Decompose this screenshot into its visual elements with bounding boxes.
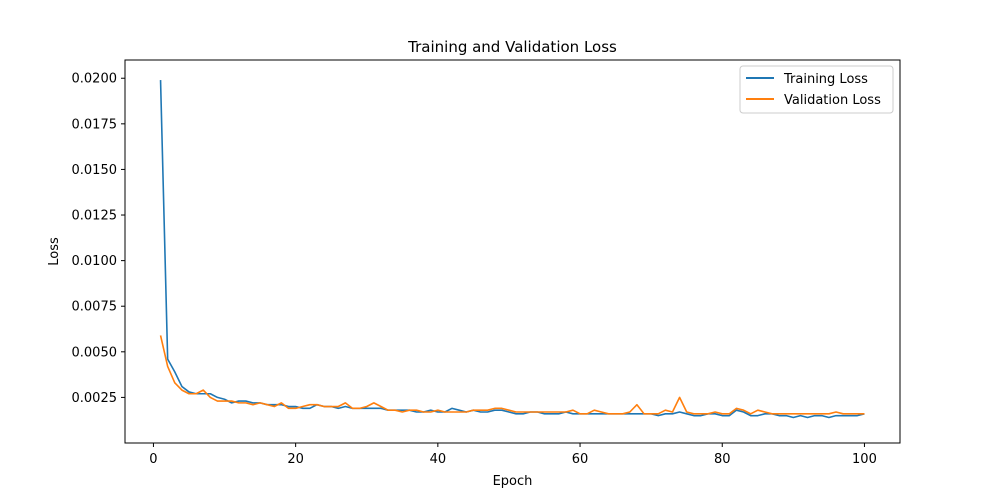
y-tick-label: 0.0150 <box>72 163 118 178</box>
y-tick-label: 0.0175 <box>72 117 118 132</box>
y-axis-ticks: 0.0025 0.0050 0.0075 0.0100 0.0125 0.0150 0.01… <box>72 72 125 406</box>
legend-box <box>739 65 894 114</box>
legend: Training Loss Validation Loss <box>739 65 894 114</box>
x-tick-label: 60 <box>572 452 589 467</box>
y-tick-label: 0.0200 <box>72 72 118 87</box>
series-line-training-loss <box>159 80 865 419</box>
x-axis-label: Epoch <box>493 474 533 489</box>
y-axis-label: Loss <box>47 237 62 266</box>
x-axis-ticks: 0 20 40 60 80 100 <box>149 443 877 467</box>
legend-label-training-loss: Training Loss <box>783 72 868 87</box>
x-tick-label: 0 <box>149 452 157 467</box>
y-tick-label: 0.0025 <box>72 391 118 406</box>
x-tick-label: 100 <box>852 452 877 467</box>
plot-frame <box>124 59 901 444</box>
chart-title: Training and Validation Loss <box>407 38 617 56</box>
series-layer <box>159 80 865 419</box>
series-line-validation-loss <box>159 335 865 415</box>
y-tick-label: 0.0100 <box>72 254 118 269</box>
y-tick-label: 0.0050 <box>72 345 118 360</box>
x-tick-label: 40 <box>430 452 447 467</box>
x-tick-label: 20 <box>287 452 304 467</box>
x-tick-label: 80 <box>714 452 731 467</box>
legend-label-validation-loss: Validation Loss <box>784 93 881 108</box>
y-tick-label: 0.0125 <box>72 209 118 224</box>
y-tick-label: 0.0075 <box>72 300 118 315</box>
